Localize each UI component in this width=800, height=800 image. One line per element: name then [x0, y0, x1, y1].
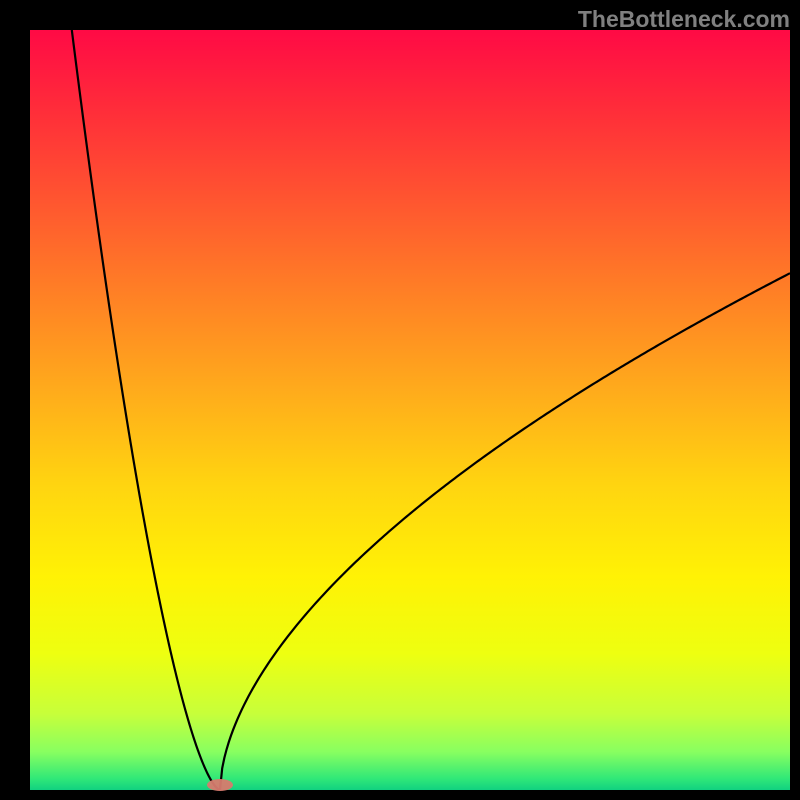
- optimum-marker: [207, 779, 233, 791]
- chart-stage: TheBottleneck.com: [0, 0, 800, 800]
- bottleneck-chart: [0, 0, 800, 800]
- watermark-text: TheBottleneck.com: [578, 6, 790, 33]
- plot-background: [30, 30, 790, 790]
